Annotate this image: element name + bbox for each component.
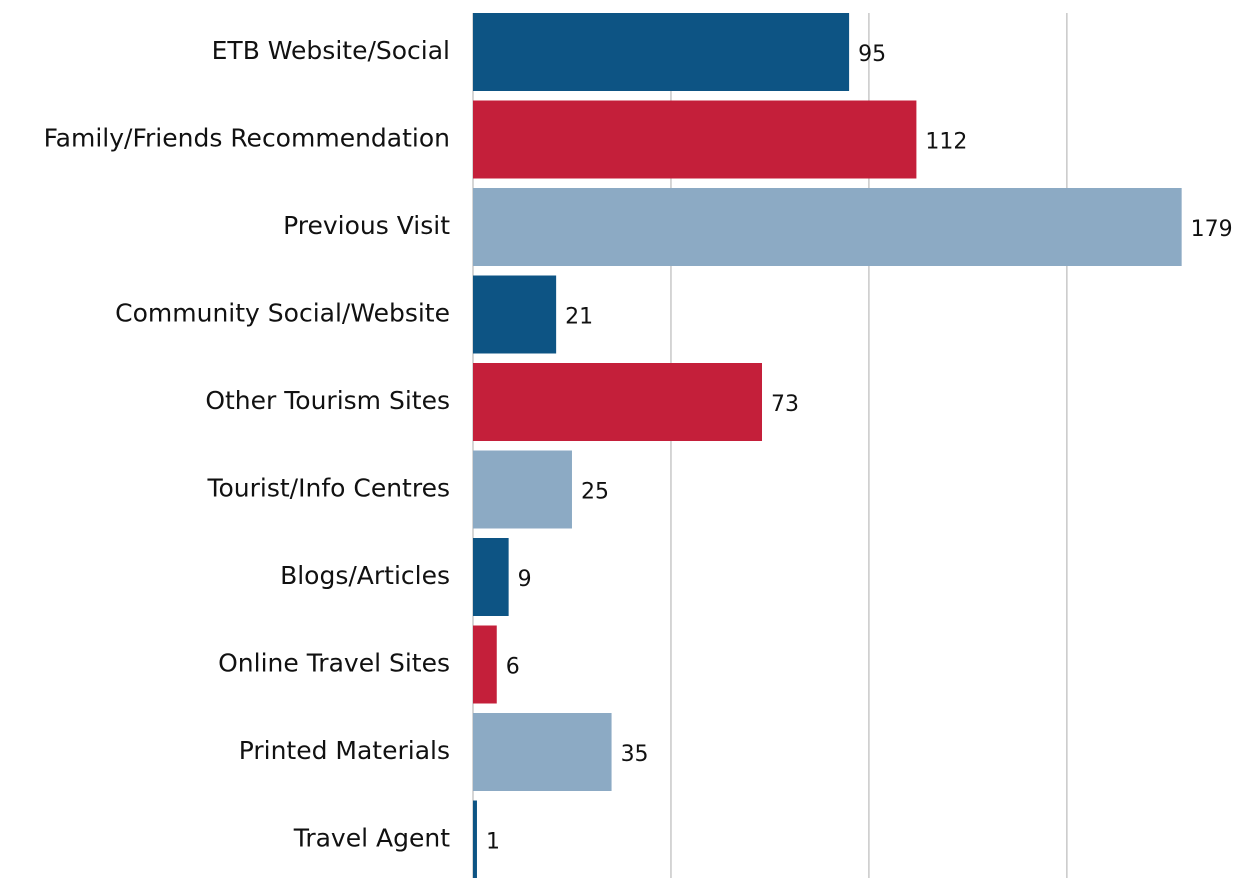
category-label: Tourist/Info Centres: [206, 474, 450, 503]
value-label: 21: [565, 305, 593, 330]
value-label: 9: [518, 567, 532, 592]
category-label: Other Tourism Sites: [205, 386, 450, 415]
value-label: 25: [581, 480, 609, 505]
value-label: 73: [771, 392, 799, 417]
value-label: 95: [858, 42, 886, 67]
category-label: Printed Materials: [239, 736, 450, 765]
category-label: Blogs/Articles: [280, 561, 450, 590]
category-label: Travel Agent: [293, 824, 450, 853]
category-label: Previous Visit: [283, 211, 450, 240]
category-label: ETB Website/Social: [212, 36, 450, 65]
value-label: 179: [1191, 217, 1233, 242]
value-label: 35: [621, 742, 649, 767]
bar: [473, 275, 557, 354]
value-label: 6: [506, 655, 520, 680]
bar: [473, 625, 497, 704]
value-label: 112: [925, 130, 967, 155]
bar: [473, 13, 850, 91]
bar: [473, 363, 763, 441]
bar: [473, 450, 572, 529]
bar: [473, 188, 1182, 266]
bar: [473, 100, 917, 179]
bar: [473, 713, 612, 791]
category-label: Community Social/Website: [115, 299, 450, 328]
value-label: 1: [486, 830, 500, 855]
bar: [473, 538, 509, 616]
category-label: Online Travel Sites: [218, 649, 450, 678]
bar: [473, 800, 477, 878]
category-label: Family/Friends Recommendation: [44, 124, 450, 153]
